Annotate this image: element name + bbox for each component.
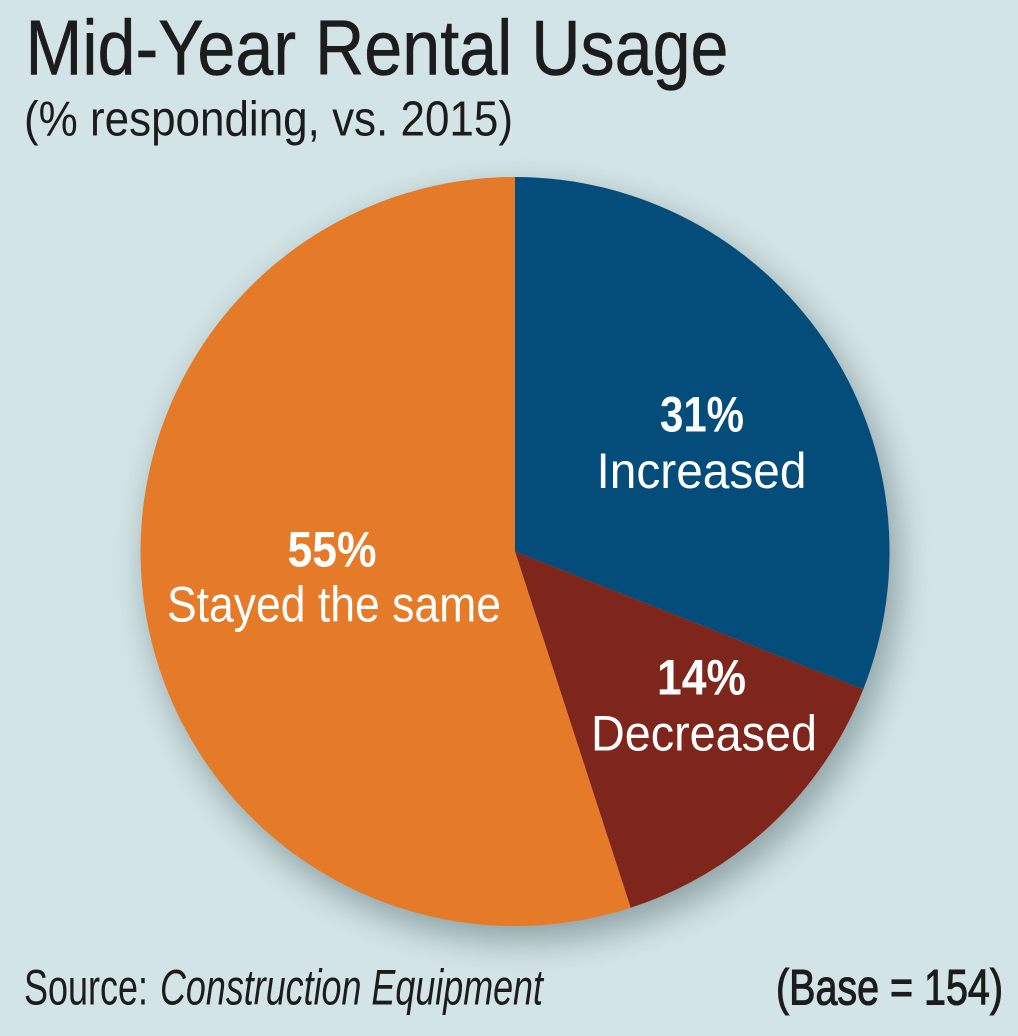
svg-text:Mid-Year Rental Usage: Mid-Year Rental Usage xyxy=(26,6,729,92)
svg-text:14%: 14% xyxy=(657,649,746,706)
svg-text:Source:: Source: xyxy=(24,958,148,1015)
svg-text:Decreased: Decreased xyxy=(591,705,817,762)
svg-text:Increased: Increased xyxy=(597,442,807,499)
svg-text:Construction Equipment: Construction Equipment xyxy=(160,958,544,1015)
svg-text:Stayed the same: Stayed the same xyxy=(167,576,501,633)
svg-text:55%: 55% xyxy=(288,521,377,578)
svg-text:(% responding, vs. 2015): (% responding, vs. 2015) xyxy=(24,92,513,147)
svg-text:(Base = 154): (Base = 154) xyxy=(776,958,1003,1015)
svg-text:31%: 31% xyxy=(660,386,744,443)
